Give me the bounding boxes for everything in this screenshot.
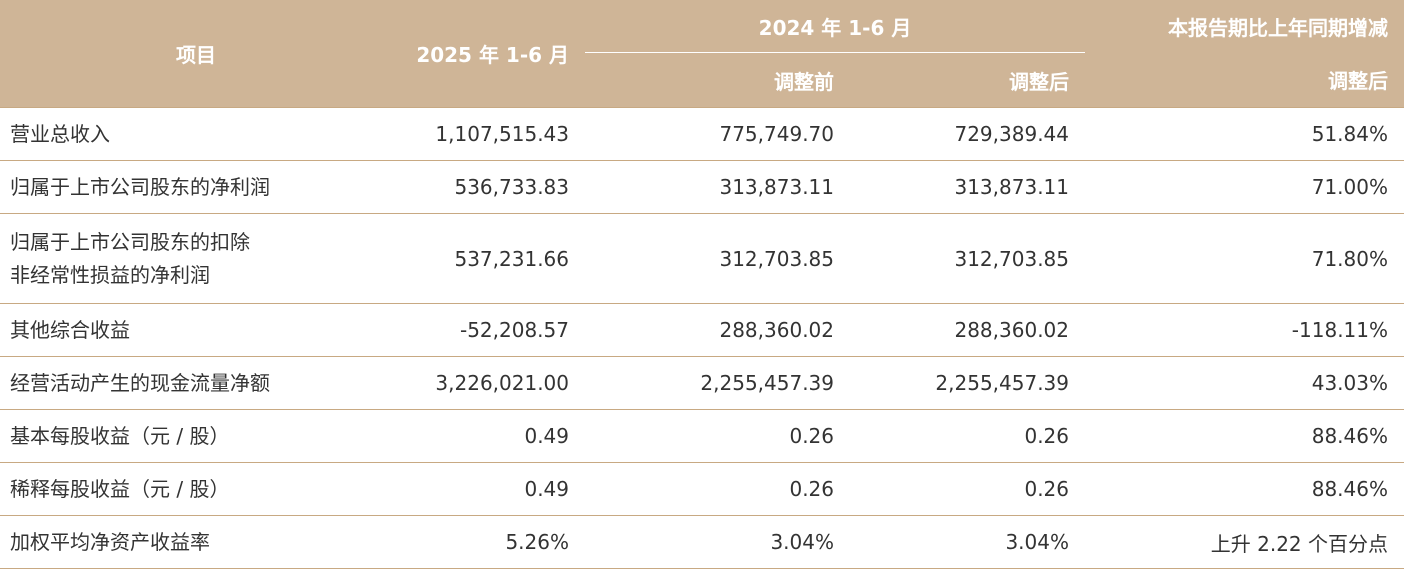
cell-2024-after: 288,360.02 (850, 303, 1085, 357)
row-label-line2: 非经常性损益的净利润 (10, 262, 210, 287)
cell-change: 88.46% (1085, 462, 1404, 516)
cell-2025: 0.49 (392, 409, 585, 463)
table-row: 稀释每股收益（元 / 股） 0.49 0.26 0.26 88.46% (0, 462, 1404, 516)
row-label: 基本每股收益（元 / 股） (0, 409, 392, 463)
cell-change: 88.46% (1085, 409, 1404, 463)
cell-change: 51.84% (1085, 107, 1404, 161)
row-label: 归属于上市公司股东的扣除 非经常性损益的净利润 (0, 213, 392, 304)
cell-change: -118.11% (1085, 303, 1404, 357)
cell-2024-before: 312,703.85 (585, 213, 850, 304)
cell-2025: 537,231.66 (392, 213, 585, 304)
cell-2024-after: 0.26 (850, 462, 1085, 516)
row-label-line1: 归属于上市公司股东的扣除 (10, 229, 250, 254)
cell-2024-after: 313,873.11 (850, 160, 1085, 214)
cell-change: 71.80% (1085, 213, 1404, 304)
table-row: 归属于上市公司股东的扣除 非经常性损益的净利润 537,231.66 312,70… (0, 213, 1404, 304)
cell-2024-after: 729,389.44 (850, 107, 1085, 161)
cell-2025: 536,733.83 (392, 160, 585, 214)
cell-2024-after: 0.26 (850, 409, 1085, 463)
header-change-after-adjustment: 调整后 (1085, 52, 1404, 108)
table-row: 其他综合收益 -52,208.57 288,360.02 288,360.02 … (0, 303, 1404, 357)
cell-change: 43.03% (1085, 356, 1404, 410)
cell-2025: 5.26% (392, 515, 585, 569)
cell-2025: 1,107,515.43 (392, 107, 585, 161)
cell-2024-after: 312,703.85 (850, 213, 1085, 304)
row-label: 归属于上市公司股东的净利润 (0, 160, 392, 214)
table-row: 归属于上市公司股东的净利润 536,733.83 313,873.11 313,… (0, 160, 1404, 214)
cell-2024-before: 3.04% (585, 515, 850, 569)
cell-2024-before: 775,749.70 (585, 107, 850, 161)
header-2025: 2025 年 1-6 月 (392, 0, 585, 108)
table-header: 项目 2025 年 1-6 月 2024 年 1-6 月 本报告期比上年同期增减… (0, 0, 1404, 108)
header-2024: 2024 年 1-6 月 (585, 0, 1085, 53)
cell-2024-before: 0.26 (585, 462, 850, 516)
cell-change: 上升 2.22 个百分点 (1085, 515, 1404, 569)
header-before-adjustment: 调整前 (585, 52, 850, 108)
row-label: 营业总收入 (0, 107, 392, 161)
cell-change: 71.00% (1085, 160, 1404, 214)
cell-2025: 0.49 (392, 462, 585, 516)
cell-2024-before: 288,360.02 (585, 303, 850, 357)
header-after-adjustment: 调整后 (850, 52, 1085, 108)
row-label: 经营活动产生的现金流量净额 (0, 356, 392, 410)
row-label: 加权平均净资产收益率 (0, 515, 392, 569)
cell-2024-before: 2,255,457.39 (585, 356, 850, 410)
row-label: 其他综合收益 (0, 303, 392, 357)
header-item: 项目 (0, 0, 392, 108)
row-label: 稀释每股收益（元 / 股） (0, 462, 392, 516)
cell-2024-before: 313,873.11 (585, 160, 850, 214)
cell-2025: 3,226,021.00 (392, 356, 585, 410)
cell-2024-after: 2,255,457.39 (850, 356, 1085, 410)
header-change: 本报告期比上年同期增减 (1085, 0, 1404, 53)
table-row: 营业总收入 1,107,515.43 775,749.70 729,389.44… (0, 107, 1404, 161)
table-row: 经营活动产生的现金流量净额 3,226,021.00 2,255,457.39 … (0, 356, 1404, 410)
table-row: 基本每股收益（元 / 股） 0.49 0.26 0.26 88.46% (0, 409, 1404, 463)
cell-2025: -52,208.57 (392, 303, 585, 357)
cell-2024-after: 3.04% (850, 515, 1085, 569)
cell-2024-before: 0.26 (585, 409, 850, 463)
table-row: 加权平均净资产收益率 5.26% 3.04% 3.04% 上升 2.22 个百分… (0, 515, 1404, 569)
